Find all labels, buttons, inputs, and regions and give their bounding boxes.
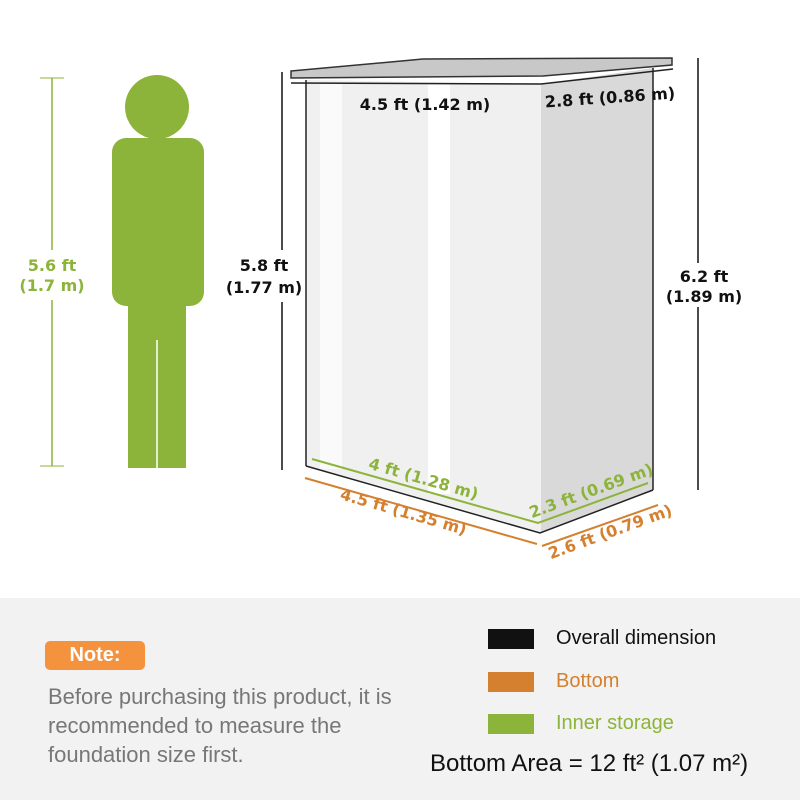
legend-label: Bottom (556, 670, 620, 692)
inner-storage-lines (311, 458, 649, 525)
note-text: Before purchasing this product, it is re… (48, 684, 392, 767)
legend-item-overall: Overall dimension (488, 627, 716, 650)
legend-item-inner: Inner storage (488, 712, 674, 735)
back-height-m: (1.89 m) (666, 287, 742, 306)
legend-label: Inner storage (556, 712, 674, 734)
back-height-ft: 6.2 ft (680, 267, 729, 286)
bottom-area: Bottom Area = 12 ft² (1.07 m²) (430, 750, 749, 777)
legend-label: Overall dimension (556, 627, 717, 649)
note-badge: Note: (45, 641, 145, 670)
info-panel (0, 598, 800, 800)
person-height-line (40, 77, 64, 467)
front-height-m: (1.77 m) (226, 278, 302, 297)
front-height-ft: 5.8 ft (240, 256, 289, 275)
inner-swatch (488, 713, 534, 734)
person-height-m: (1.7 m) (19, 276, 84, 295)
bottom-swatch (488, 671, 534, 692)
person-height-ft: 5.6 ft (28, 256, 77, 275)
roof-width-label: 4.5 ft (1.42 m) (360, 95, 490, 114)
overall-swatch (488, 628, 534, 649)
bottom-lines (304, 477, 659, 547)
shed-illustration (290, 57, 674, 534)
person-silhouette (112, 75, 204, 468)
legend-item-bottom: Bottom (488, 670, 619, 693)
dimension-diagram: 5.6 ft (1.7 m) 5.8 ft (1.77 m) 6.2 ft ( (19, 57, 742, 563)
